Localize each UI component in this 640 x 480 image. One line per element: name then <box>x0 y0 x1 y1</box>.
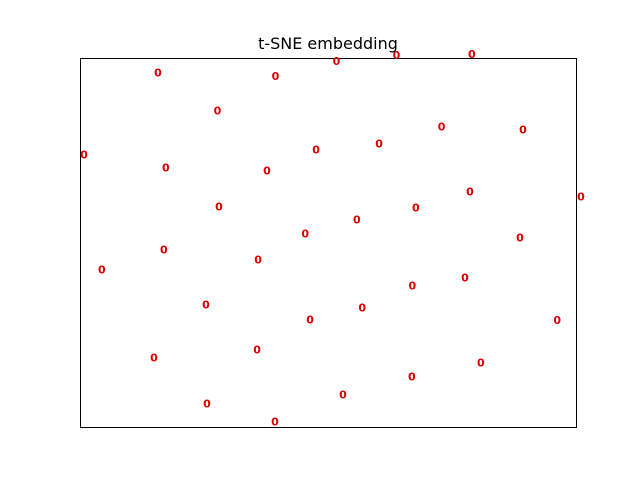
data-point-24: 0 <box>408 280 416 293</box>
data-point-29: 0 <box>253 343 261 356</box>
data-point-3: 0 <box>393 49 401 62</box>
data-point-27: 0 <box>306 314 314 327</box>
data-point-0: 0 <box>154 66 162 79</box>
data-point-10: 0 <box>80 149 88 162</box>
data-point-2: 0 <box>333 55 341 68</box>
plot-frame <box>80 58 577 428</box>
data-point-14: 0 <box>577 191 585 204</box>
data-point-26: 0 <box>358 301 366 314</box>
data-point-1: 0 <box>272 70 280 83</box>
data-point-30: 0 <box>150 352 158 365</box>
data-point-8: 0 <box>375 138 383 151</box>
data-point-28: 0 <box>553 314 561 327</box>
data-point-11: 0 <box>162 162 170 175</box>
data-point-19: 0 <box>516 232 524 245</box>
data-point-34: 0 <box>203 397 211 410</box>
data-point-13: 0 <box>466 185 474 198</box>
data-point-15: 0 <box>215 201 223 214</box>
data-point-16: 0 <box>412 202 420 215</box>
data-point-25: 0 <box>202 298 210 311</box>
data-point-4: 0 <box>468 48 476 61</box>
data-point-5: 0 <box>214 105 222 118</box>
data-point-6: 0 <box>438 121 446 134</box>
data-point-9: 0 <box>312 143 320 156</box>
data-point-18: 0 <box>301 228 309 241</box>
data-point-23: 0 <box>461 271 469 284</box>
points-layer: 0 0 0 0 0 0 0 0 0 0 0 0 0 0 0 0 0 0 0 0 0 0 0 0 0 0 0 0 0 0 0 0 0 0 0 0 <box>80 48 585 428</box>
data-point-31: 0 <box>477 356 485 369</box>
data-point-35: 0 <box>271 415 279 428</box>
data-point-17: 0 <box>353 214 361 227</box>
data-point-21: 0 <box>254 253 262 266</box>
data-point-7: 0 <box>519 124 527 137</box>
data-point-22: 0 <box>98 263 106 276</box>
data-point-12: 0 <box>263 164 271 177</box>
data-point-20: 0 <box>160 243 168 256</box>
chart-title: t-SNE embedding <box>258 34 398 53</box>
data-point-33: 0 <box>339 388 347 401</box>
data-point-32: 0 <box>408 370 416 383</box>
